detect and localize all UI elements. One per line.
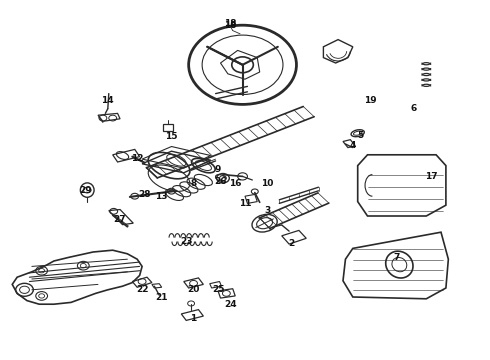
Text: 29: 29 xyxy=(79,186,92,195)
Text: 2: 2 xyxy=(289,239,294,248)
Text: 18: 18 xyxy=(224,21,237,30)
Text: 26: 26 xyxy=(214,177,227,186)
Text: 25: 25 xyxy=(212,285,224,294)
Bar xyxy=(163,124,173,131)
Text: 18: 18 xyxy=(224,19,237,28)
Text: 12: 12 xyxy=(131,154,144,163)
Text: 28: 28 xyxy=(138,190,151,199)
Text: 20: 20 xyxy=(187,285,200,294)
Text: 16: 16 xyxy=(229,179,242,188)
Text: 1: 1 xyxy=(191,314,196,323)
Text: 24: 24 xyxy=(224,300,237,309)
Text: 8: 8 xyxy=(191,179,196,188)
Text: 19: 19 xyxy=(364,96,376,105)
Text: 21: 21 xyxy=(155,292,168,302)
Text: 23: 23 xyxy=(180,237,193,246)
Text: 10: 10 xyxy=(261,179,273,188)
Text: 15: 15 xyxy=(165,132,178,141)
Text: 22: 22 xyxy=(136,285,148,294)
Text: 7: 7 xyxy=(393,253,400,262)
Text: 14: 14 xyxy=(101,96,114,105)
Text: 6: 6 xyxy=(411,104,417,113)
Text: 13: 13 xyxy=(155,192,168,201)
Text: 5: 5 xyxy=(357,131,363,140)
Text: 27: 27 xyxy=(114,215,126,224)
Text: 4: 4 xyxy=(349,141,356,150)
Text: 17: 17 xyxy=(425,172,438,181)
Text: 3: 3 xyxy=(264,206,270,215)
Text: 11: 11 xyxy=(239,199,251,208)
Text: 9: 9 xyxy=(215,165,221,174)
